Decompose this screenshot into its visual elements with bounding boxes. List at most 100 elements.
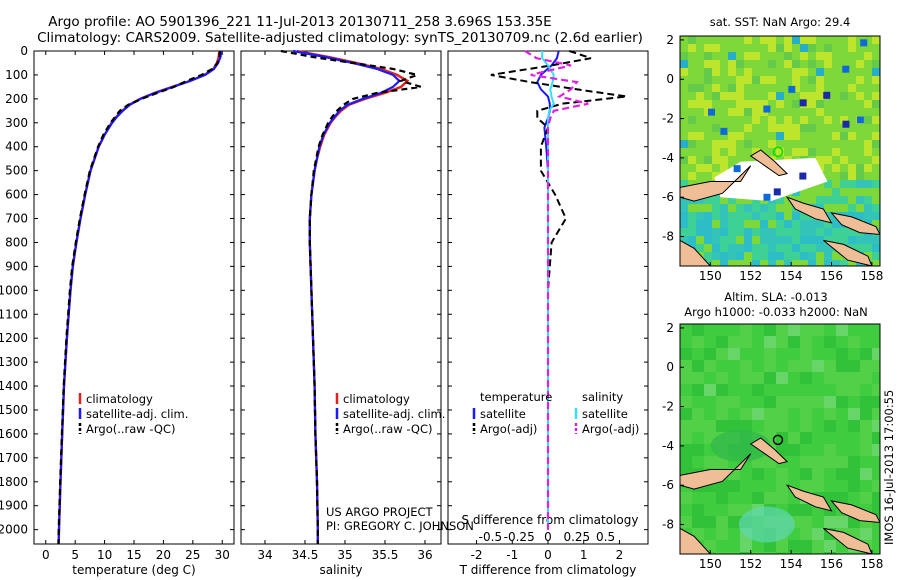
map-cell — [872, 68, 880, 76]
map-cell — [816, 92, 824, 100]
y-tick-label: -4 — [662, 439, 674, 453]
map-cell — [776, 468, 788, 480]
map-cell — [800, 116, 808, 124]
map-cell — [848, 372, 860, 384]
map-cell — [824, 396, 836, 408]
y-tick-label: 0 — [666, 72, 674, 86]
map-cell — [776, 220, 784, 228]
map-cell — [760, 228, 768, 236]
map-cell — [788, 504, 800, 516]
map-cell — [832, 164, 840, 172]
map-cell — [860, 432, 872, 444]
x-tick-label: 154 — [780, 557, 803, 571]
map-cell — [764, 324, 776, 336]
series-line-salinity-argo-adj- — [524, 50, 589, 530]
map-cell — [768, 252, 776, 260]
map-cell — [800, 528, 812, 540]
cold-cell — [763, 105, 771, 113]
map-cell — [792, 100, 800, 108]
map-cell — [740, 552, 752, 554]
y-tick-label: 2 — [666, 33, 674, 47]
map-cell — [680, 456, 692, 468]
map-cell — [848, 228, 856, 236]
map-cell — [728, 92, 736, 100]
map-cell — [836, 348, 848, 360]
map-cell — [784, 124, 792, 132]
y-tick-label: 200 — [5, 92, 28, 106]
map-cell — [744, 244, 752, 252]
map-cell — [736, 84, 744, 92]
legend-header-salinity: salinity — [582, 390, 623, 404]
map-cell — [692, 420, 704, 432]
map-cell — [768, 92, 776, 100]
map-cell — [776, 540, 788, 552]
sla-map-title-line1: Altim. SLA: -0.013 — [724, 290, 828, 304]
map-cell — [736, 76, 744, 84]
map-cell — [784, 44, 792, 52]
map-cell — [752, 52, 760, 60]
map-cell — [704, 228, 712, 236]
map-cell — [768, 228, 776, 236]
map-cell — [848, 236, 856, 244]
map-cell — [680, 348, 692, 360]
map-cell — [848, 44, 856, 52]
map-cell — [680, 408, 692, 420]
map-cell — [848, 456, 860, 468]
map-cell — [680, 444, 692, 456]
map-cell — [784, 244, 792, 252]
map-cell — [776, 92, 784, 100]
y-tick-label: 2000 — [0, 523, 28, 537]
map-cell — [704, 156, 712, 164]
map-cell — [872, 504, 880, 516]
map-cell — [788, 360, 800, 372]
map-cell — [744, 100, 752, 108]
map-cell — [680, 140, 688, 148]
map-cell — [752, 228, 760, 236]
map-cell — [800, 212, 808, 220]
map-cell — [800, 456, 812, 468]
cold-cell — [842, 65, 850, 73]
map-cell — [768, 260, 776, 266]
map-cell — [824, 244, 832, 252]
map-cell — [800, 148, 808, 156]
map-cell — [860, 468, 872, 480]
map-cell — [688, 220, 696, 228]
map-cell — [692, 384, 704, 396]
map-cell — [736, 252, 744, 260]
map-cell — [836, 324, 848, 336]
map-cell — [864, 236, 872, 244]
map-cell — [848, 480, 860, 492]
map-cell — [776, 444, 788, 456]
map-cell — [816, 76, 824, 84]
legend-entry: Argo(-adj) — [480, 422, 537, 436]
map-cell — [728, 220, 736, 228]
x-axis-label: temperature (deg C) — [72, 563, 195, 577]
map-cell — [744, 236, 752, 244]
legend-entry: Argo(..raw -QC) — [343, 422, 433, 436]
x-tick-label-T: -1 — [506, 548, 518, 562]
map-cell — [776, 212, 784, 220]
map-cell — [808, 44, 816, 52]
map-cell — [808, 76, 816, 84]
map-cell — [728, 348, 740, 360]
map-cell — [776, 124, 784, 132]
map-cell — [692, 360, 704, 372]
map-cell — [856, 76, 864, 84]
map-cell — [792, 76, 800, 84]
map-cell — [720, 236, 728, 244]
map-cell — [704, 100, 712, 108]
map-cell — [800, 420, 812, 432]
map-cell — [840, 156, 848, 164]
x-tick-label: 156 — [820, 557, 843, 571]
map-cell — [872, 444, 880, 456]
legend-entry: satellite-adj. clim. — [86, 407, 188, 421]
map-cell — [800, 124, 808, 132]
map-cell — [764, 492, 776, 504]
map-cell — [760, 36, 768, 44]
map-cell — [764, 348, 776, 360]
map-cell — [824, 456, 836, 468]
map-cell — [704, 76, 712, 84]
cold-cell — [842, 120, 850, 128]
map-cell — [840, 196, 848, 204]
